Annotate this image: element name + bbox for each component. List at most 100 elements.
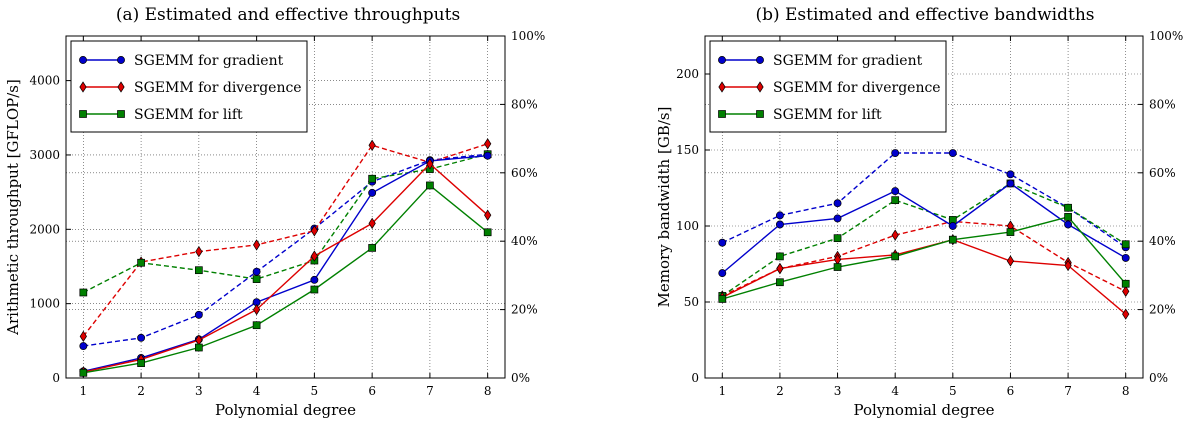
data-point-circle bbox=[948, 149, 957, 157]
legend-marker bbox=[79, 110, 87, 118]
data-point-circle bbox=[718, 238, 727, 247]
series-line bbox=[721, 182, 1127, 274]
legend-marker bbox=[718, 110, 726, 118]
x-tick-label: 2 bbox=[776, 384, 784, 398]
series-lift-solid bbox=[718, 213, 1130, 303]
legend-marker bbox=[117, 110, 125, 118]
legend-entry: SGEMM for lift bbox=[134, 107, 243, 123]
data-point-diamond bbox=[253, 303, 261, 316]
data-point-circle bbox=[368, 188, 377, 197]
x-tick-label: 1 bbox=[80, 384, 88, 398]
data-point-diamond bbox=[310, 250, 318, 262]
y2-tick-label: 0% bbox=[1149, 371, 1168, 385]
data-point-diamond bbox=[426, 158, 434, 170]
y2-tick-label: 0% bbox=[511, 371, 530, 385]
data-point-square bbox=[718, 295, 727, 303]
x-tick-label: 1 bbox=[718, 384, 726, 398]
data-point-circle bbox=[891, 149, 900, 157]
data-point-square bbox=[79, 368, 88, 377]
x-axis-label: Polynomial degree bbox=[853, 401, 994, 419]
data-point-circle bbox=[137, 333, 146, 342]
legend-entry: SGEMM for gradient bbox=[134, 53, 284, 69]
data-point-square bbox=[948, 235, 957, 244]
data-point-circle bbox=[833, 214, 842, 223]
legend-entry: SGEMM for divergence bbox=[134, 80, 302, 96]
data-point-diamond bbox=[1122, 308, 1130, 320]
series-gradient-dashed bbox=[718, 149, 1130, 252]
data-point-square bbox=[252, 275, 261, 283]
data-point-square bbox=[426, 181, 434, 190]
data-point-square bbox=[1121, 240, 1130, 249]
series-line bbox=[82, 143, 488, 337]
data-point-circle bbox=[79, 342, 88, 350]
data-point-square bbox=[1121, 279, 1130, 288]
chart-title: (b) Estimated and effective bandwidths bbox=[755, 5, 1094, 25]
x-tick-label: 5 bbox=[949, 384, 957, 398]
data-point-diamond bbox=[79, 330, 87, 343]
series-lift-solid bbox=[79, 181, 492, 377]
series-line bbox=[722, 216, 1127, 300]
legend-marker bbox=[756, 56, 764, 64]
data-point-circle bbox=[1121, 253, 1130, 262]
x-axis-label: Polynomial degree bbox=[215, 401, 356, 419]
x-tick-label: 7 bbox=[1064, 384, 1072, 398]
y-tick-label: 4000 bbox=[29, 74, 60, 88]
data-point-circle bbox=[483, 151, 492, 160]
data-point-square bbox=[1006, 228, 1015, 236]
chart-throughput: (a) Estimated and effective throughputs 1… bbox=[4, 5, 545, 419]
data-point-square bbox=[368, 174, 376, 183]
x-tick-label: 3 bbox=[834, 384, 842, 398]
data-point-diamond bbox=[776, 262, 784, 275]
legend-marker bbox=[79, 81, 87, 93]
data-point-square bbox=[137, 359, 145, 367]
y2-tick-label: 60% bbox=[1149, 166, 1176, 180]
data-point-circle bbox=[891, 187, 900, 195]
y-tick-label: 0 bbox=[691, 371, 699, 385]
series-line bbox=[82, 153, 488, 294]
y2-tick-label: 80% bbox=[1149, 97, 1176, 111]
data-point-circle bbox=[310, 275, 319, 284]
y-tick-label: 50 bbox=[684, 295, 699, 309]
data-point-square bbox=[776, 252, 784, 261]
legend-marker bbox=[718, 81, 726, 93]
data-point-circle bbox=[775, 211, 784, 220]
y-tick-label: 3000 bbox=[29, 148, 60, 162]
y-axis-label: Arithmetic throughput [GFLOP/s] bbox=[4, 79, 22, 336]
y2-tick-label: 80% bbox=[511, 97, 538, 111]
legend-marker bbox=[117, 81, 125, 93]
chart-bandwidth: (b) Estimated and effective bandwidths 1 2… bbox=[655, 5, 1183, 419]
data-point-circle bbox=[252, 267, 261, 276]
data-point-square bbox=[195, 266, 203, 275]
data-point-square bbox=[79, 288, 88, 297]
data-point-diamond bbox=[1064, 259, 1072, 272]
series-line bbox=[83, 162, 489, 373]
data-point-square bbox=[483, 228, 492, 237]
series-line bbox=[83, 153, 488, 347]
legend-marker bbox=[79, 56, 87, 64]
data-point-diamond bbox=[484, 138, 492, 150]
legend-entry: SGEMM for gradient bbox=[773, 53, 923, 69]
data-point-diamond bbox=[1006, 255, 1015, 267]
x-tick-label: 6 bbox=[368, 384, 376, 398]
data-point-square bbox=[1064, 213, 1072, 221]
series-gradient-dashed bbox=[79, 150, 492, 350]
y2-tick-label: 20% bbox=[1149, 303, 1176, 317]
legend-marker bbox=[756, 110, 764, 118]
legend-marker bbox=[117, 56, 125, 64]
series-divergence-solid bbox=[79, 158, 492, 378]
y-tick-label: 1000 bbox=[29, 297, 60, 311]
y2-tick-label: 20% bbox=[511, 303, 538, 317]
data-point-diamond bbox=[891, 229, 899, 241]
y2-tick-label: 100% bbox=[1149, 29, 1183, 43]
plot-frame bbox=[704, 35, 1144, 379]
series-line bbox=[721, 238, 1127, 315]
series-line bbox=[721, 182, 1127, 297]
data-point-circle bbox=[1006, 170, 1015, 179]
data-point-square bbox=[891, 252, 900, 261]
data-point-circle bbox=[194, 310, 203, 319]
data-point-circle bbox=[948, 222, 957, 230]
legend: SGEMM for gradient SGEMM for divergence SG… bbox=[709, 40, 947, 133]
y2-tick-label: 100% bbox=[511, 29, 545, 43]
